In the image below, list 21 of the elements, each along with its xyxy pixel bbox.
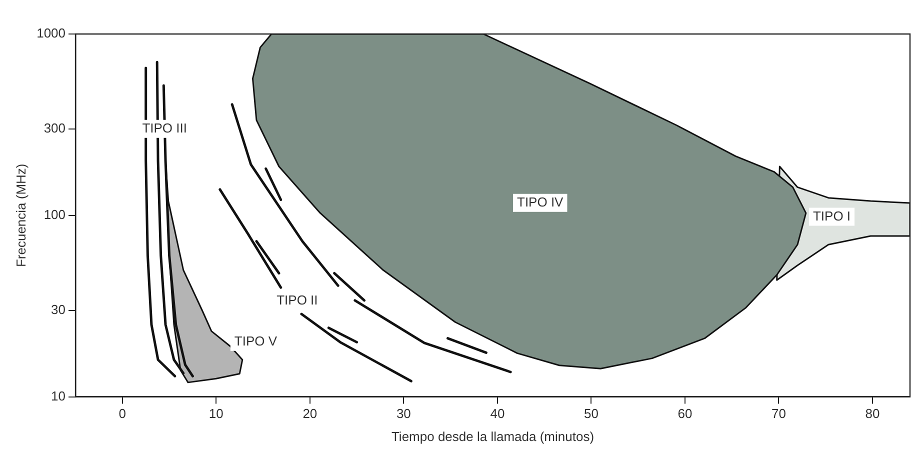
x-axis-title: Tiempo desde la llamada (minutos) (391, 428, 594, 444)
x-tick-label: 80 (865, 406, 880, 422)
x-tick-label: 60 (678, 406, 692, 422)
annotation: TIPO III (142, 120, 187, 136)
x-tick-label: 20 (302, 406, 318, 422)
y-tick-label: 1000 (36, 26, 66, 41)
x-tick-label: 40 (490, 406, 505, 422)
y-axis-title: Frecuencia (MHz) (13, 164, 28, 268)
x-tick-label: 70 (772, 406, 786, 422)
x-tick-label: 0 (118, 406, 126, 422)
annotation: TIPO V (234, 333, 278, 348)
y-tick-label: 10 (51, 388, 66, 404)
x-tick-label: 50 (584, 406, 598, 422)
x-tick-label: 30 (396, 406, 411, 422)
x-tick-label: 10 (208, 406, 224, 422)
y-tick-label: 100 (44, 206, 66, 222)
annotation: TIPO II (276, 292, 318, 308)
annotation: TIPO IV (516, 194, 564, 210)
y-tick-label: 300 (44, 120, 66, 136)
y-tick-label: 30 (51, 302, 66, 317)
annotation: TIPO I (812, 208, 851, 224)
